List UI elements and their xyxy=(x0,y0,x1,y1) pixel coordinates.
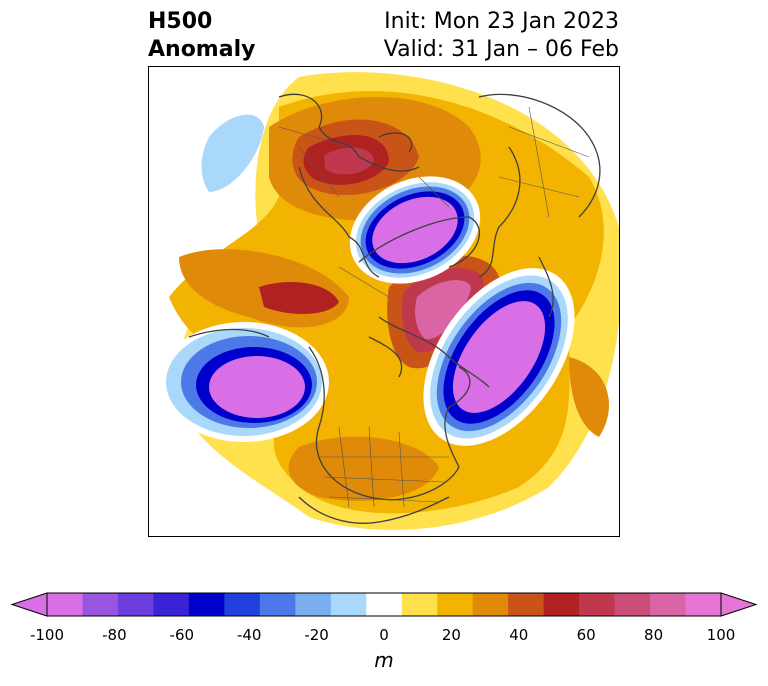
colorbar-segments xyxy=(10,592,758,617)
high-anomaly-west-core xyxy=(259,282,339,314)
colorbar-segment xyxy=(188,593,225,616)
colorbar-segment xyxy=(401,593,438,616)
colorbar-tick-label: -100 xyxy=(29,626,65,644)
colorbar-segment xyxy=(579,593,616,616)
init-date: Init: Mon 23 Jan 2023 xyxy=(384,9,619,34)
colorbar-segment xyxy=(650,593,687,616)
title-variable-block: H500 Anomaly xyxy=(148,8,255,64)
low-anomaly-west-core xyxy=(209,356,305,418)
colorbar-tick-label: 100 xyxy=(706,626,736,644)
title-variable: H500 xyxy=(148,9,213,34)
high-anomaly-north-peak xyxy=(324,147,374,175)
colorbar-tick-label: 40 xyxy=(509,626,529,644)
colorbar-segment xyxy=(117,593,154,616)
anomaly-map-svg xyxy=(159,72,619,530)
colorbar-segment xyxy=(47,593,83,616)
colorbar-tick-label: -20 xyxy=(304,626,329,644)
warm-region-orange-east xyxy=(569,357,609,437)
country-borders xyxy=(278,106,590,508)
title-field: Anomaly xyxy=(148,37,256,62)
colorbar-segment xyxy=(259,593,296,616)
colorbar-segment xyxy=(330,593,367,616)
colorbar-segment xyxy=(472,593,509,616)
colorbar-tick-label: 60 xyxy=(576,626,596,644)
colorbar-tick-label: -80 xyxy=(102,626,127,644)
colorbar-segment xyxy=(295,593,332,616)
colorbar-segment xyxy=(508,593,545,616)
colorbar xyxy=(10,592,758,617)
colorbar-segment xyxy=(153,593,190,616)
colorbar-tick-label: -40 xyxy=(236,626,262,644)
low-anomaly-northwest xyxy=(201,114,264,192)
colorbar-outline xyxy=(46,592,722,617)
colorbar-tick-label: 0 xyxy=(379,626,389,644)
colorbar-segment xyxy=(437,593,474,616)
low-anomaly-east-core xyxy=(452,301,546,413)
colorbar-segment xyxy=(685,593,722,616)
anomaly-map xyxy=(148,66,620,537)
colorbar-extend-max xyxy=(720,592,758,617)
colorbar-segment xyxy=(614,593,651,616)
colorbar-tick-label: -60 xyxy=(169,626,195,644)
title-date-block: Init: Mon 23 Jan 2023 Valid: 31 Jan – 06… xyxy=(384,8,619,64)
colorbar-segment xyxy=(82,593,119,616)
high-anomaly-central-peak xyxy=(415,280,471,340)
colorbar-segment xyxy=(224,593,261,616)
colorbar-tick-label: 20 xyxy=(441,626,461,644)
colorbar-segment xyxy=(543,593,580,616)
colorbar-extend-min xyxy=(10,592,48,617)
colorbar-units-label: m xyxy=(374,648,394,672)
coastlines xyxy=(188,93,601,524)
colorbar-tick-label: 80 xyxy=(644,626,664,644)
colorbar-segment xyxy=(366,593,403,616)
warm-region-orange-us xyxy=(288,436,439,501)
valid-date: Valid: 31 Jan – 06 Feb xyxy=(383,37,619,62)
